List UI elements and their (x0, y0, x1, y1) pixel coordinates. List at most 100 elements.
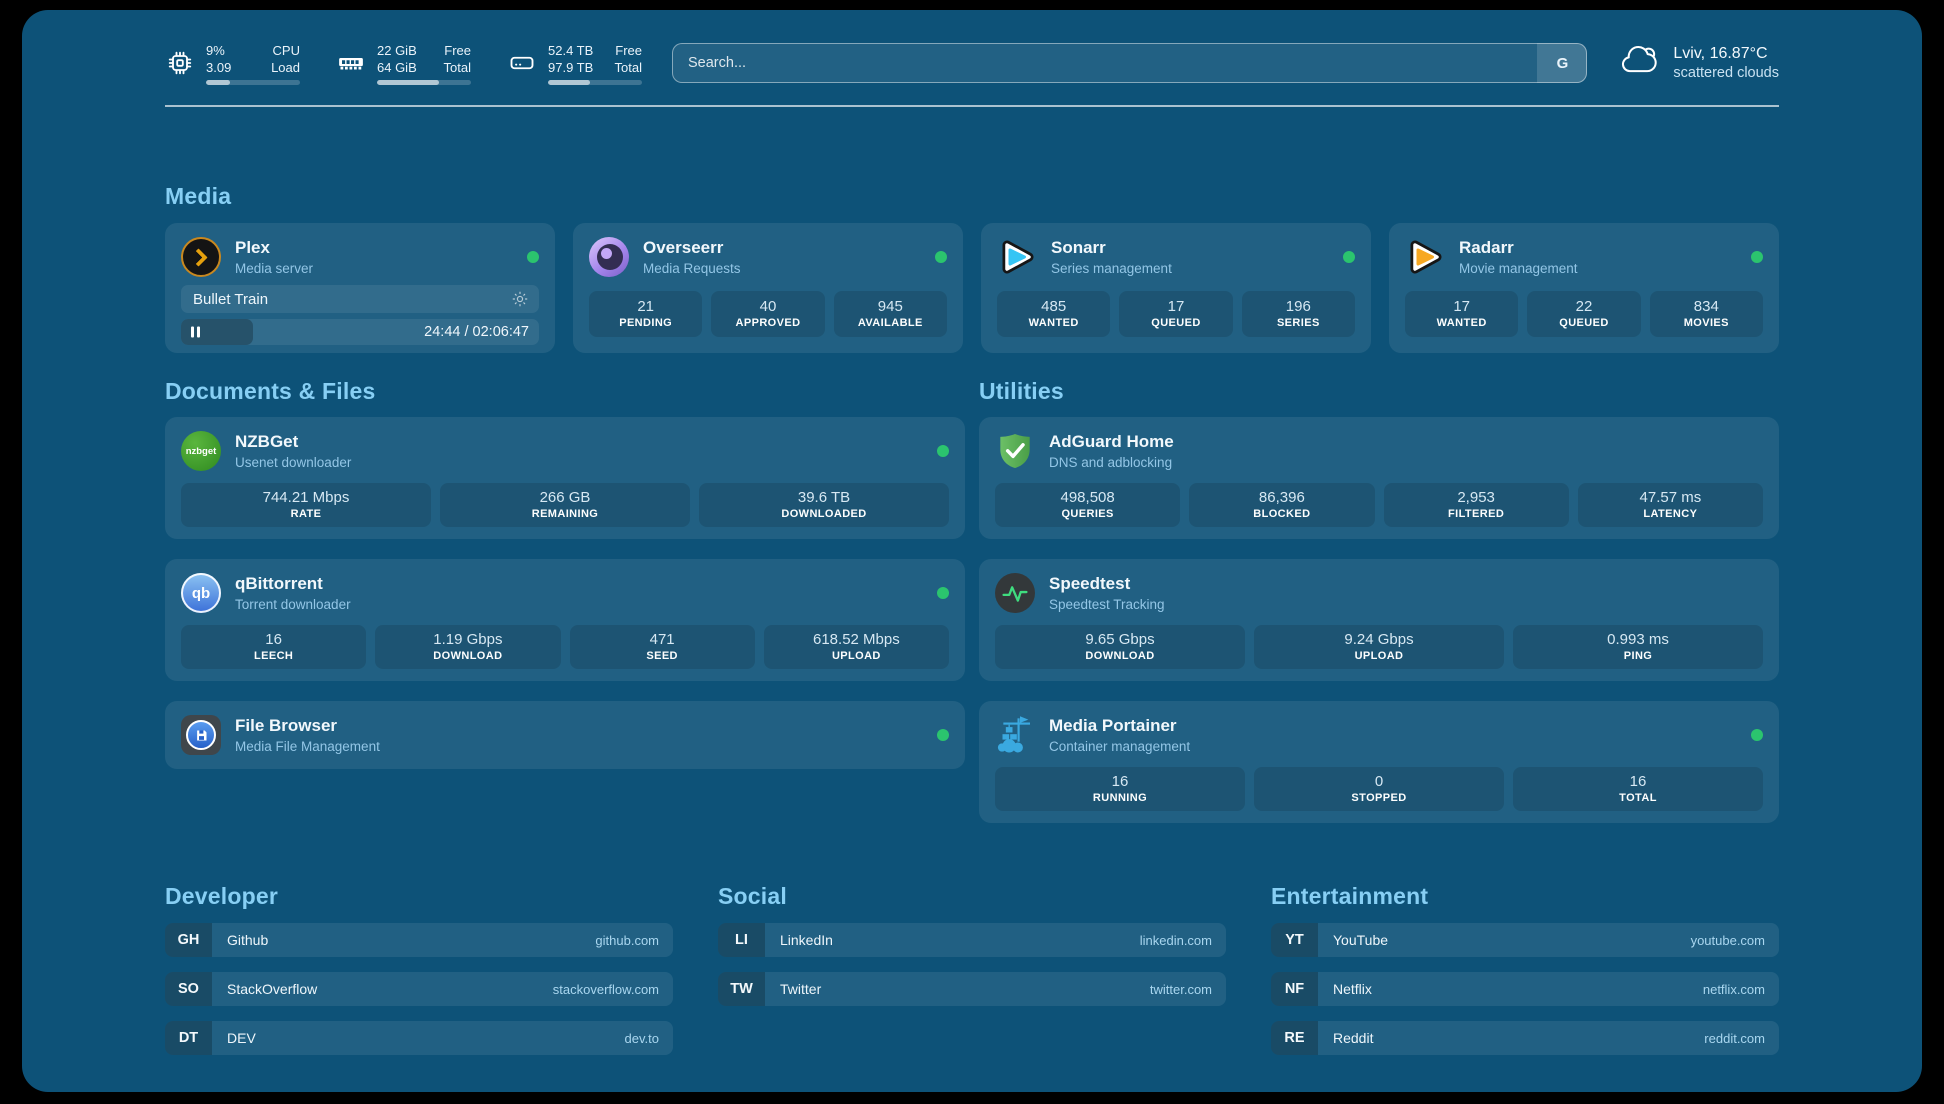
card-subtitle: Media File Management (235, 738, 380, 754)
bookmark-stackoverflow[interactable]: SO StackOverflow stackoverflow.com (165, 972, 673, 1006)
stat-box: 471 SEED (569, 625, 755, 669)
disk-icon (507, 48, 537, 78)
search-provider-button[interactable]: G (1537, 43, 1588, 83)
bookmark-name: Github (227, 932, 269, 948)
radarr-icon (1405, 237, 1445, 277)
stat-box: 17 WANTED (1405, 291, 1519, 337)
now-playing-title: Bullet Train (193, 290, 269, 308)
filebrowser-card[interactable]: File Browser Media File Management (165, 701, 965, 769)
stat-box: 1.19 Gbps DOWNLOAD (375, 625, 561, 669)
radarr-card[interactable]: Radarr Movie management 17 WANTED 22 QUEUE… (1389, 223, 1779, 353)
status-dot-online (1751, 251, 1763, 263)
now-playing-row: Bullet Train (181, 285, 539, 313)
stat-box: 744.21 Mbps RATE (181, 483, 431, 527)
bookmark-abbr: LI (718, 923, 765, 957)
plex-card[interactable]: Plex Media server Bullet Train (165, 223, 555, 353)
card-subtitle: Torrent downloader (235, 596, 351, 612)
section-title-utilities: Utilities (979, 378, 1064, 404)
card-subtitle: Usenet downloader (235, 454, 352, 470)
card-subtitle: Movie management (1459, 260, 1578, 276)
stat-box: 498,508 QUERIES (995, 483, 1181, 527)
playback-time: 24:44 / 02:06:47 (424, 324, 529, 340)
pause-icon[interactable] (191, 326, 200, 338)
search-input[interactable] (672, 43, 1588, 83)
stat-box: 196 SERIES (1241, 291, 1355, 337)
bookmark-youtube[interactable]: YT YouTube youtube.com (1271, 923, 1779, 957)
qbittorrent-icon: qb (181, 573, 221, 613)
overseerr-card[interactable]: Overseerr Media Requests 21 PENDING 40 APP… (573, 223, 963, 353)
stat-box: 16 RUNNING (995, 767, 1245, 811)
stat-box: 16 LEECH (181, 625, 367, 669)
card-title: Plex (235, 237, 270, 257)
section-title-social: Social (718, 883, 787, 909)
bookmark-abbr: RE (1271, 1021, 1318, 1055)
card-title: qBittorrent (235, 573, 323, 593)
portainer-icon (995, 715, 1035, 755)
speedtest-card[interactable]: Speedtest Speedtest Tracking 9.65 Gbps DO… (979, 559, 1779, 681)
qbittorrent-card[interactable]: qb qBittorrent Torrent downloader 16 LEEC… (165, 559, 965, 681)
stat-box: 17 QUEUED (1119, 291, 1233, 337)
search-bar: G (672, 43, 1588, 83)
bookmark-name: Reddit (1333, 1030, 1374, 1046)
card-subtitle: Container management (1049, 738, 1191, 754)
stat-box: 0.993 ms PING (1513, 625, 1763, 669)
stat-box: 22 QUEUED (1527, 291, 1641, 337)
gear-icon[interactable] (511, 290, 529, 308)
status-dot-online (935, 251, 947, 263)
sonarr-icon (997, 237, 1037, 277)
status-dot-online (1343, 251, 1355, 263)
bookmark-abbr: TW (718, 972, 765, 1006)
bookmark-name: Twitter (780, 981, 822, 997)
weather-location-temp: Lviv, 16.87°C (1673, 44, 1768, 62)
adguard-card[interactable]: AdGuard Home DNS and adblocking 498,508 Q… (979, 417, 1779, 539)
status-dot-online (527, 251, 539, 263)
status-dot-online (937, 729, 949, 741)
bookmark-github[interactable]: GH Github github.com (165, 923, 673, 957)
cpu-progress-bar (206, 79, 300, 85)
section-title-developer: Developer (165, 883, 279, 909)
card-title: Overseerr (643, 237, 724, 257)
bookmark-dev[interactable]: DT DEV dev.to (165, 1021, 673, 1055)
filebrowser-icon (181, 715, 221, 755)
stat-box: 266 GB REMAINING (440, 483, 690, 527)
disk-total-label: Total (614, 59, 642, 75)
card-title: Radarr (1459, 237, 1514, 257)
card-title: File Browser (235, 715, 338, 735)
stat-box: 9.65 Gbps DOWNLOAD (995, 625, 1245, 669)
disk-total-value: 97.9 TB (548, 59, 594, 75)
card-title: AdGuard Home (1049, 431, 1174, 451)
stat-box: 16 TOTAL (1513, 767, 1763, 811)
card-title: Sonarr (1051, 237, 1106, 257)
disk-resource: 52.4 TB Free 97.9 TB Total (507, 42, 642, 85)
sonarr-card[interactable]: Sonarr Series management 485 WANTED 17 QUE… (981, 223, 1371, 353)
nzbget-card[interactable]: nzbget NZBGet Usenet downloader 744.21 M… (165, 417, 965, 539)
section-title-documents: Documents & Files (165, 378, 376, 404)
stat-box: 47.57 ms LATENCY (1577, 483, 1763, 527)
bookmark-netflix[interactable]: NF Netflix netflix.com (1271, 972, 1779, 1006)
playback-progress-bar[interactable]: 24:44 / 02:06:47 (181, 319, 539, 345)
stat-box: 40 APPROVED (711, 291, 825, 337)
bookmark-name: YouTube (1333, 932, 1389, 948)
cpu-icon (165, 48, 195, 78)
stat-box: 86,396 BLOCKED (1189, 483, 1375, 527)
disk-progress-bar (548, 79, 642, 85)
bookmark-url: github.com (595, 932, 659, 948)
bookmark-abbr: DT (165, 1021, 212, 1055)
bookmark-name: StackOverflow (227, 981, 318, 997)
cpu-label: CPU (272, 42, 300, 58)
portainer-card[interactable]: Media Portainer Container management 16 R… (979, 701, 1779, 823)
bookmark-name: DEV (227, 1030, 256, 1046)
bookmark-abbr: GH (165, 923, 212, 957)
card-subtitle: Series management (1051, 260, 1172, 276)
system-resources: 9% CPU 3.09 Load 22 (165, 42, 642, 85)
bookmark-reddit[interactable]: RE Reddit reddit.com (1271, 1021, 1779, 1055)
bookmark-url: stackoverflow.com (552, 981, 659, 997)
bookmark-name: LinkedIn (780, 932, 833, 948)
stat-box: 945 AVAILABLE (833, 291, 947, 337)
weather-widget[interactable]: Lviv, 16.87°C scattered clouds (1617, 39, 1779, 88)
stat-box: 39.6 TB DOWNLOADED (699, 483, 949, 527)
bookmark-twitter[interactable]: TW Twitter twitter.com (718, 972, 1226, 1006)
bookmark-linkedin[interactable]: LI LinkedIn linkedin.com (718, 923, 1226, 957)
memory-free-value: 22 GiB (377, 42, 417, 58)
plex-icon (181, 237, 221, 277)
